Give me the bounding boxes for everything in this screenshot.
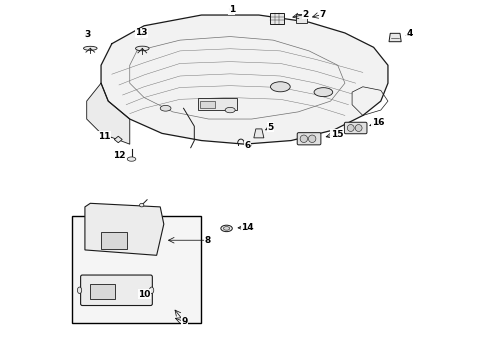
Text: 14: 14 <box>241 223 253 232</box>
Ellipse shape <box>149 287 153 293</box>
Text: 9: 9 <box>181 317 187 326</box>
Polygon shape <box>114 136 122 143</box>
Text: 2: 2 <box>302 10 308 19</box>
Text: 13: 13 <box>135 28 147 37</box>
Text: 10: 10 <box>138 289 150 298</box>
Text: 6: 6 <box>244 141 250 150</box>
Polygon shape <box>101 15 387 144</box>
Text: 11: 11 <box>98 132 110 141</box>
Ellipse shape <box>354 125 361 131</box>
Ellipse shape <box>127 157 136 161</box>
Ellipse shape <box>170 310 175 314</box>
FancyBboxPatch shape <box>81 275 152 306</box>
Ellipse shape <box>77 287 81 293</box>
Bar <box>269 13 283 24</box>
Ellipse shape <box>135 46 149 51</box>
Text: 15: 15 <box>330 130 343 139</box>
Bar <box>296 14 306 23</box>
Text: 8: 8 <box>204 236 211 245</box>
Bar <box>199 101 215 108</box>
Bar <box>101 231 126 249</box>
Ellipse shape <box>160 105 171 111</box>
Polygon shape <box>388 33 400 42</box>
Ellipse shape <box>308 135 315 143</box>
Ellipse shape <box>313 87 332 96</box>
Ellipse shape <box>224 107 235 113</box>
Polygon shape <box>253 129 264 138</box>
Polygon shape <box>86 83 129 144</box>
Bar <box>198 98 237 110</box>
Text: 3: 3 <box>84 30 90 39</box>
Text: 12: 12 <box>113 151 126 160</box>
Ellipse shape <box>223 227 229 230</box>
Bar <box>90 284 115 300</box>
FancyBboxPatch shape <box>344 122 366 134</box>
FancyBboxPatch shape <box>297 133 320 145</box>
Text: 16: 16 <box>371 118 384 127</box>
Polygon shape <box>85 203 163 255</box>
Ellipse shape <box>83 46 97 50</box>
Text: 9: 9 <box>181 317 187 326</box>
Ellipse shape <box>270 82 290 92</box>
Ellipse shape <box>139 203 143 207</box>
Text: 4: 4 <box>406 29 412 38</box>
Ellipse shape <box>346 125 353 131</box>
Text: 1: 1 <box>228 5 235 14</box>
Bar <box>72 216 201 323</box>
Text: 5: 5 <box>266 123 273 132</box>
Text: 7: 7 <box>319 10 325 19</box>
Ellipse shape <box>300 135 307 143</box>
Ellipse shape <box>221 225 232 231</box>
